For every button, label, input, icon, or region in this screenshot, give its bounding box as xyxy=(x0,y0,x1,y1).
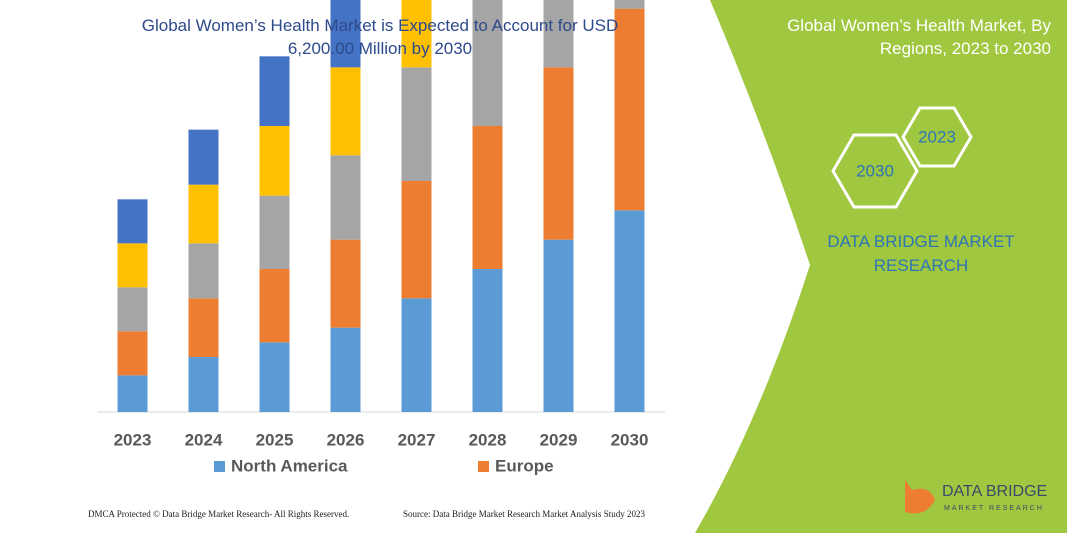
hexagon-label: 2030 xyxy=(856,161,894,180)
bar-segment xyxy=(543,0,574,68)
bar-segment xyxy=(117,243,148,288)
bar-segment xyxy=(330,67,361,156)
bar-segment xyxy=(330,239,361,328)
x-tick-label: 2027 xyxy=(398,430,436,449)
bar-segment xyxy=(117,287,148,332)
legend-swatch xyxy=(478,461,489,472)
legend-label: Europe xyxy=(495,456,554,475)
x-tick-label: 2024 xyxy=(185,430,223,449)
bar-segment xyxy=(188,298,219,357)
bar-segment xyxy=(330,327,361,412)
logo-icon xyxy=(905,480,935,514)
bar-segment xyxy=(330,155,361,240)
bar-segment xyxy=(188,184,219,244)
legend-label: North America xyxy=(231,456,348,475)
bar-segment xyxy=(472,269,503,412)
bar-segment xyxy=(259,126,290,196)
x-tick-label: 2025 xyxy=(256,430,294,449)
bar-segment xyxy=(401,67,432,181)
bar-segment xyxy=(401,181,432,299)
bar-segment xyxy=(117,199,148,244)
bar-segment xyxy=(401,0,432,68)
bar-segment xyxy=(117,331,148,376)
bar-segment xyxy=(472,0,503,127)
bar-segment xyxy=(259,342,290,412)
x-tick-label: 2026 xyxy=(327,430,365,449)
green-panel xyxy=(695,0,1067,533)
bar-segment xyxy=(188,243,219,299)
brand: DATA BRIDGE MARKET RESEARCH xyxy=(827,232,1015,275)
bar-segment xyxy=(188,129,219,185)
source: Source: Data Bridge Market Research Mark… xyxy=(403,509,645,519)
bar-segment xyxy=(259,56,290,127)
bar-segment xyxy=(614,8,645,211)
hexagon xyxy=(831,133,919,209)
bar-segment xyxy=(330,0,361,68)
logo-name: DATA BRIDGE xyxy=(942,483,1047,500)
panel-title: Global Women’s Health Market, By Regions… xyxy=(787,16,1051,58)
bar-segment xyxy=(117,375,148,412)
hexagon xyxy=(901,106,973,168)
chart-title: Global Women’s Health Market is Expected… xyxy=(141,16,619,58)
x-tick-label: 2029 xyxy=(540,430,578,449)
bar-segment xyxy=(472,126,503,269)
bar-segment xyxy=(614,0,645,9)
copyright: DMCA Protected © Data Bridge Market Rese… xyxy=(88,509,349,519)
bar-segment xyxy=(543,239,574,412)
bar-segment xyxy=(259,269,290,343)
legend-swatch xyxy=(214,461,225,472)
bar-segment xyxy=(614,210,645,412)
hexagon-label: 2023 xyxy=(918,127,956,146)
bar-segment xyxy=(188,357,219,412)
logo-tagline: MARKET RESEARCH xyxy=(944,505,1044,512)
x-tick-label: 2023 xyxy=(114,430,152,449)
bar-segment xyxy=(401,298,432,412)
bar-segment xyxy=(543,67,574,240)
x-tick-label: 2028 xyxy=(469,430,507,449)
x-tick-label: 2030 xyxy=(611,430,649,449)
bar-segment xyxy=(259,195,290,269)
